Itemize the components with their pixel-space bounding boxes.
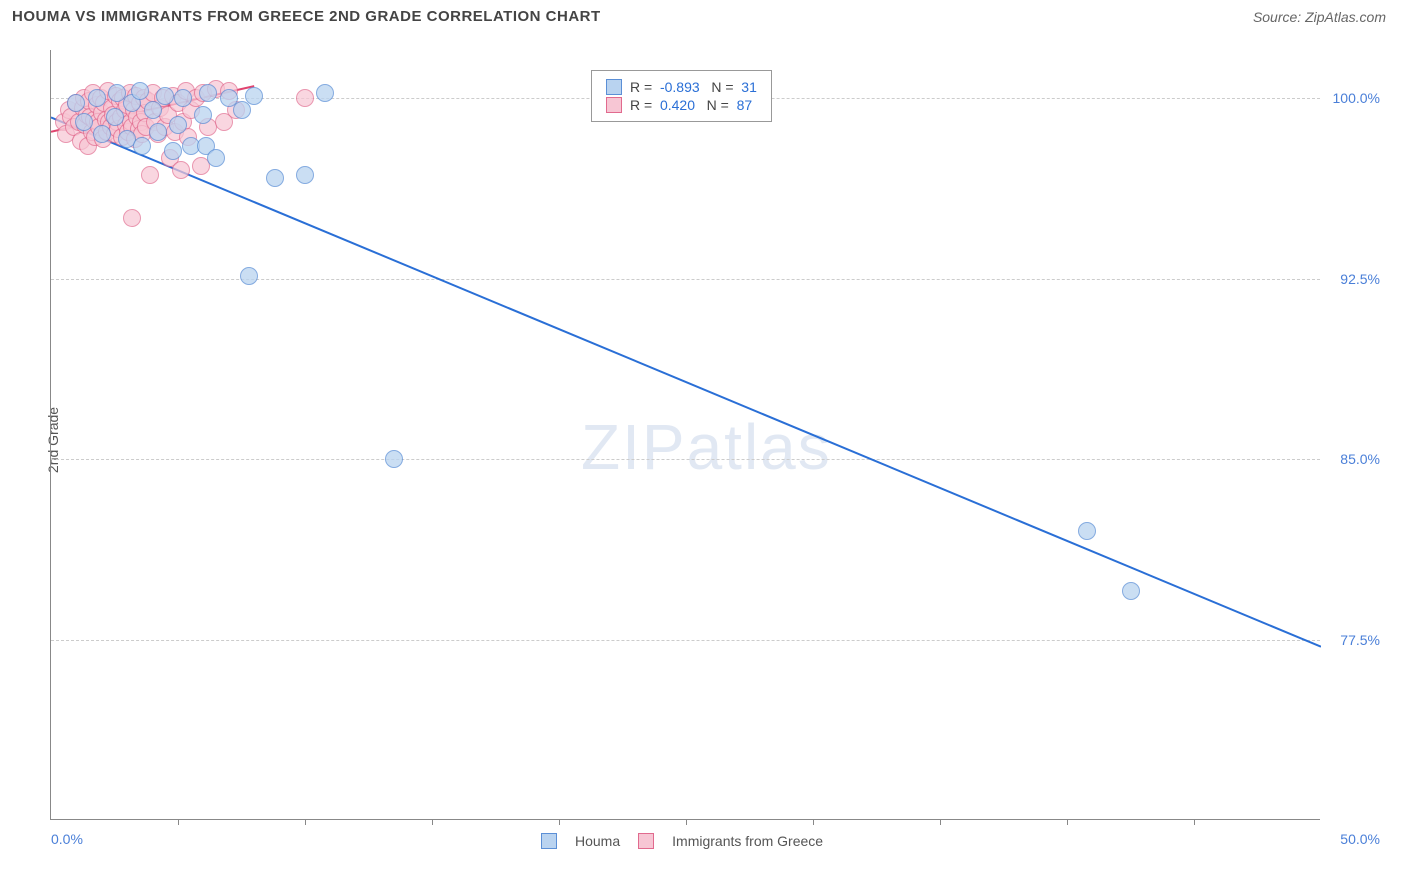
x-axis-start-label: 0.0% — [51, 831, 83, 847]
x-tick-mark — [686, 819, 687, 825]
data-point — [149, 123, 167, 141]
legend-label: Houma — [575, 833, 620, 849]
x-axis-end-label: 50.0% — [1340, 831, 1380, 847]
source-label: Source: ZipAtlas.com — [1253, 9, 1386, 25]
x-tick-mark — [1194, 819, 1195, 825]
data-point — [123, 209, 141, 227]
legend-swatch — [541, 833, 557, 849]
legend-stat: R = -0.893 N = 31 — [630, 79, 757, 95]
data-point — [141, 166, 159, 184]
y-tick-label: 77.5% — [1340, 632, 1380, 648]
y-tick-label: 100.0% — [1333, 90, 1380, 106]
data-point — [75, 113, 93, 131]
data-point — [296, 166, 314, 184]
x-tick-mark — [559, 819, 560, 825]
series-legend: Houma Immigrants from Greece — [541, 833, 823, 849]
legend-swatch — [606, 79, 622, 95]
data-point — [88, 89, 106, 107]
x-tick-mark — [432, 819, 433, 825]
data-point — [67, 94, 85, 112]
data-point — [169, 116, 187, 134]
data-point — [172, 161, 190, 179]
data-point — [174, 89, 192, 107]
x-tick-mark — [813, 819, 814, 825]
legend-label: Immigrants from Greece — [672, 833, 823, 849]
data-point — [156, 87, 174, 105]
y-tick-label: 85.0% — [1340, 451, 1380, 467]
data-point — [240, 267, 258, 285]
x-tick-mark — [1067, 819, 1068, 825]
gridline-h — [51, 459, 1320, 460]
y-tick-label: 92.5% — [1340, 271, 1380, 287]
x-tick-mark — [940, 819, 941, 825]
data-point — [207, 149, 225, 167]
legend-stat: R = 0.420 N = 87 — [630, 97, 752, 113]
data-point — [1122, 582, 1140, 600]
chart-title: HOUMA VS IMMIGRANTS FROM GREECE 2ND GRAD… — [12, 8, 601, 25]
x-tick-mark — [178, 819, 179, 825]
data-point — [1078, 522, 1096, 540]
correlation-legend: R = -0.893 N = 31 R = 0.420 N = 87 — [591, 70, 772, 122]
data-point — [131, 82, 149, 100]
data-point — [316, 84, 334, 102]
legend-swatch — [606, 97, 622, 113]
legend-swatch — [638, 833, 654, 849]
chart-container: 2nd Grade ZIPatlas 100.0%92.5%85.0%77.5%… — [50, 40, 1390, 840]
data-point — [194, 106, 212, 124]
data-point — [296, 89, 314, 107]
data-point — [245, 87, 263, 105]
data-point — [266, 169, 284, 187]
data-point — [164, 142, 182, 160]
data-point — [144, 101, 162, 119]
data-point — [106, 108, 124, 126]
data-point — [199, 84, 217, 102]
gridline-h — [51, 640, 1320, 641]
data-point — [385, 450, 403, 468]
watermark: ZIPatlas — [581, 410, 832, 484]
x-tick-mark — [305, 819, 306, 825]
data-point — [93, 125, 111, 143]
plot-area: ZIPatlas 100.0%92.5%85.0%77.5%0.0%50.0%R… — [50, 50, 1320, 820]
data-point — [233, 101, 251, 119]
trend-lines — [51, 50, 1321, 820]
data-point — [133, 137, 151, 155]
